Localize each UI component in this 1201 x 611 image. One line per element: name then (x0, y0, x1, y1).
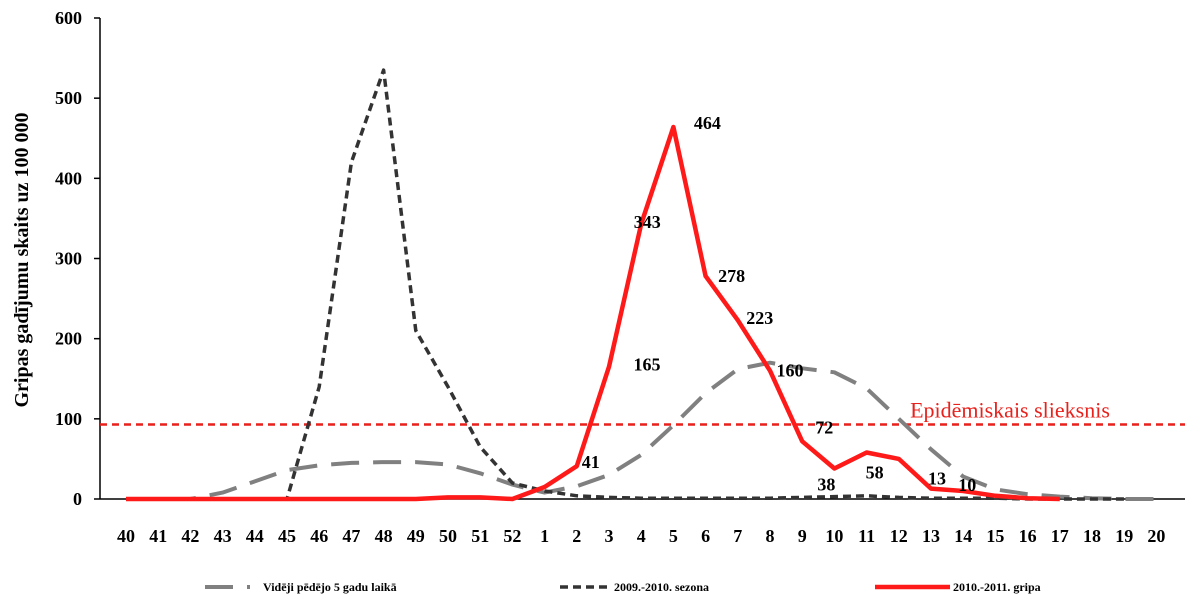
x-tick-label: 4 (637, 526, 646, 546)
series-line-0 (126, 360, 1157, 501)
legend-label-1: 2009.-2010. sezona (614, 580, 709, 594)
x-tick-label: 46 (310, 526, 328, 546)
y-tick-label: 0 (73, 489, 82, 509)
x-tick-label: 42 (181, 526, 199, 546)
x-tick-label: 7 (733, 526, 742, 546)
x-tick-label: 45 (278, 526, 296, 546)
x-tick-label: 14 (954, 526, 972, 546)
x-tick-label: 41 (149, 526, 167, 546)
x-tick-label: 10 (825, 526, 843, 546)
data-labels-group: 41 165 343 464 278 223 160 72 38 58 13 10 (582, 113, 976, 495)
x-tick-label: 13 (922, 526, 940, 546)
x-tick-label: 43 (214, 526, 232, 546)
y-axis-title: Gripas gadījumu skaits uz 100 000 (11, 112, 33, 407)
data-label: 10 (958, 475, 976, 495)
x-tick-label: 48 (375, 526, 393, 546)
x-tick-label: 50 (439, 526, 457, 546)
data-label: 41 (582, 452, 600, 472)
x-tick-label: 5 (669, 526, 678, 546)
y-tick-label: 100 (55, 409, 82, 429)
series-line-1 (126, 68, 1125, 501)
x-tick-label: 40 (117, 526, 135, 546)
series-line-2 (126, 124, 1060, 502)
x-tick-label: 1 (540, 526, 549, 546)
data-label: 72 (815, 417, 833, 437)
x-tick-label: 17 (1051, 526, 1069, 546)
y-tick-label: 300 (55, 249, 82, 269)
x-tick-label: 6 (701, 526, 710, 546)
legend-label-0: Vidēji pēdējo 5 gadu laikā (263, 580, 397, 594)
data-label: 278 (718, 266, 745, 286)
y-tick-label: 200 (55, 329, 82, 349)
x-tick-label: 16 (1019, 526, 1037, 546)
x-tick-label: 15 (986, 526, 1004, 546)
legend-label-2: 2010.-2011. gripa (953, 580, 1041, 594)
data-label: 38 (817, 475, 835, 495)
x-tick-label: 11 (858, 526, 875, 546)
data-label: 160 (777, 361, 804, 381)
x-tick-label: 8 (766, 526, 775, 546)
x-tick-label: 49 (407, 526, 425, 546)
y-tick-label: 600 (55, 8, 82, 28)
x-tick-label: 18 (1083, 526, 1101, 546)
x-tick-label: 2 (572, 526, 581, 546)
data-label: 13 (928, 469, 946, 489)
x-tick-label: 51 (471, 526, 489, 546)
legend: Vidēji pēdējo 5 gadu laikā 2009.-2010. se… (205, 580, 1041, 594)
x-tick-label: 44 (246, 526, 264, 546)
x-tick-label: 9 (798, 526, 807, 546)
data-label: 464 (694, 113, 721, 133)
data-label: 343 (634, 212, 661, 232)
threshold-label: Epidēmiskais slieksnis (910, 397, 1110, 422)
x-tick-label: 19 (1115, 526, 1133, 546)
data-label: 165 (634, 355, 661, 375)
x-tick-label: 3 (605, 526, 614, 546)
threshold-group: Epidēmiskais slieksnis (100, 397, 1185, 426)
series-group (126, 68, 1157, 502)
y-tick-label: 400 (55, 168, 82, 188)
x-tick-label: 52 (503, 526, 521, 546)
data-label: 58 (866, 463, 884, 483)
x-tick-label: 12 (890, 526, 908, 546)
x-tick-label: 47 (342, 526, 360, 546)
data-label: 223 (746, 308, 773, 328)
x-tick-label: 20 (1147, 526, 1165, 546)
y-tick-label: 500 (55, 88, 82, 108)
